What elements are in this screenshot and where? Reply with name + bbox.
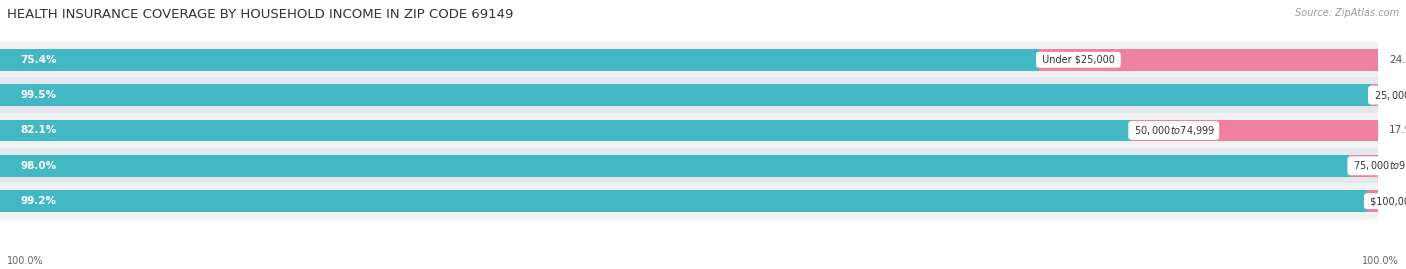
Bar bbox=[0, 148, 1378, 183]
Text: 100.0%: 100.0% bbox=[7, 256, 44, 266]
Bar bbox=[0, 77, 1378, 113]
Text: 24.6%: 24.6% bbox=[1389, 55, 1406, 65]
Bar bbox=[0, 183, 1378, 219]
Text: 0.5%: 0.5% bbox=[1389, 90, 1406, 100]
Bar bbox=[0, 113, 1378, 148]
Text: 82.1%: 82.1% bbox=[21, 125, 56, 136]
Text: 100.0%: 100.0% bbox=[1362, 256, 1399, 266]
Text: Under $25,000: Under $25,000 bbox=[1039, 55, 1118, 65]
Text: $25,000 to $49,999: $25,000 to $49,999 bbox=[1371, 89, 1406, 102]
Text: 99.5%: 99.5% bbox=[21, 90, 56, 100]
Bar bbox=[1371, 84, 1378, 106]
Text: $50,000 to $74,999: $50,000 to $74,999 bbox=[1132, 124, 1216, 137]
Text: 98.0%: 98.0% bbox=[21, 161, 56, 171]
Bar bbox=[0, 42, 1378, 77]
Bar bbox=[0, 190, 1367, 212]
Bar bbox=[1132, 119, 1378, 141]
Text: Source: ZipAtlas.com: Source: ZipAtlas.com bbox=[1295, 8, 1399, 18]
Text: 17.9%: 17.9% bbox=[1389, 125, 1406, 136]
Bar bbox=[1039, 49, 1378, 71]
Text: HEALTH INSURANCE COVERAGE BY HOUSEHOLD INCOME IN ZIP CODE 69149: HEALTH INSURANCE COVERAGE BY HOUSEHOLD I… bbox=[7, 8, 513, 21]
Text: 2.0%: 2.0% bbox=[1389, 161, 1406, 171]
Text: 99.2%: 99.2% bbox=[21, 196, 56, 206]
Bar bbox=[1350, 155, 1378, 177]
Bar bbox=[0, 84, 1371, 106]
Text: $75,000 to $99,999: $75,000 to $99,999 bbox=[1350, 159, 1406, 172]
Bar bbox=[0, 119, 1132, 141]
Text: $100,000 and over: $100,000 and over bbox=[1367, 196, 1406, 206]
Text: 75.4%: 75.4% bbox=[21, 55, 58, 65]
Bar bbox=[0, 155, 1350, 177]
Text: 0.8%: 0.8% bbox=[1389, 196, 1406, 206]
Bar bbox=[0, 49, 1039, 71]
Bar bbox=[1367, 190, 1378, 212]
